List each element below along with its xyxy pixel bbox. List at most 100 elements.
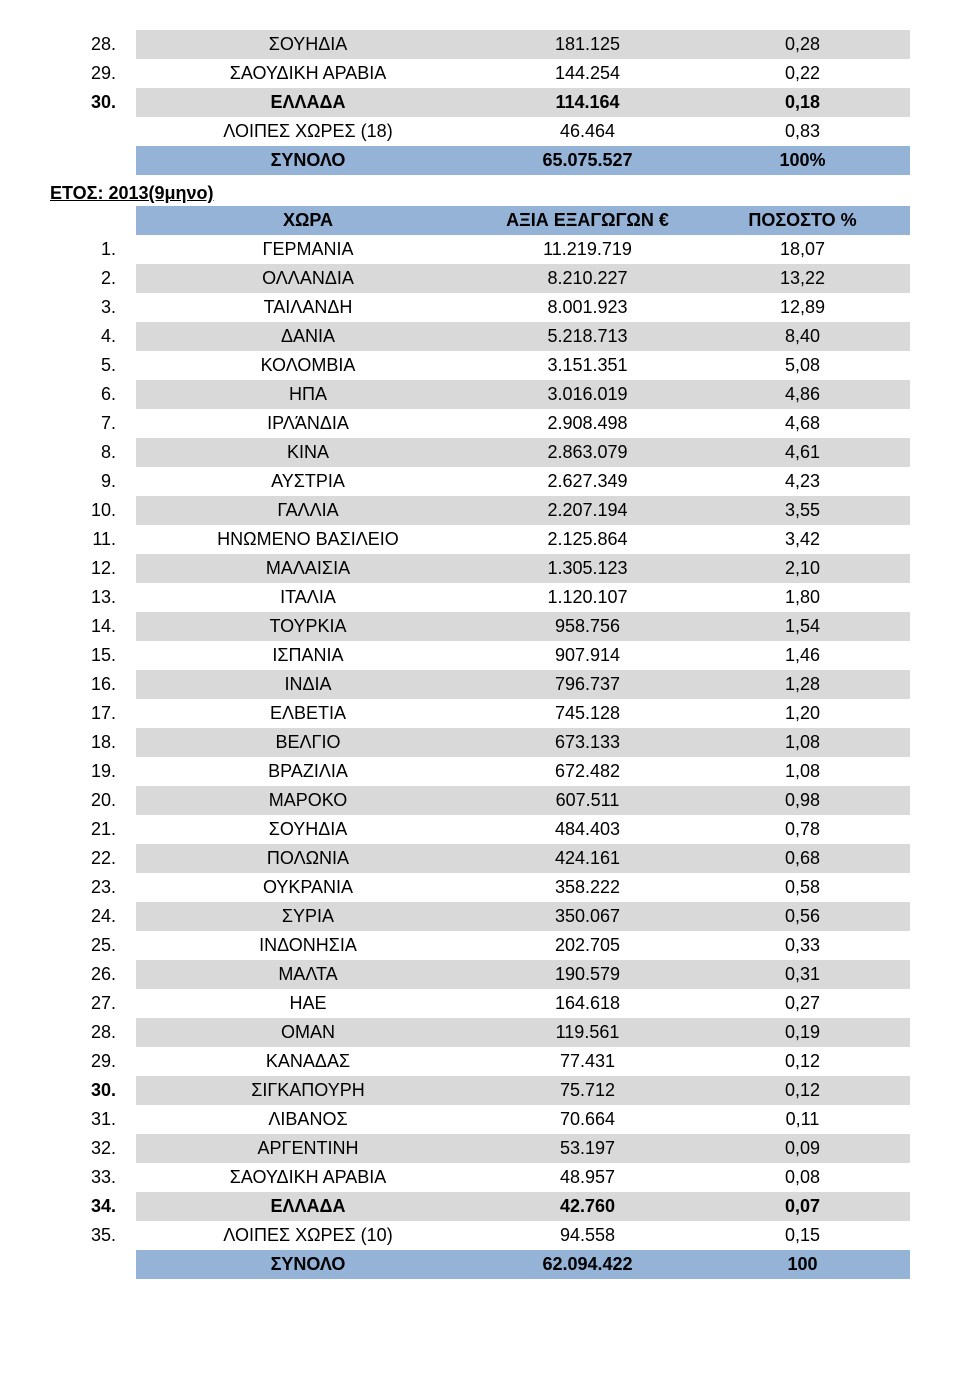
table-row: 9.ΑΥΣΤΡΙΑ2.627.3494,23 xyxy=(50,467,910,496)
table-row: 12.ΜΑΛΑΙΣΙΑ1.305.1232,10 xyxy=(50,554,910,583)
value-cell: 2.908.498 xyxy=(480,409,695,438)
rank-cell: 12. xyxy=(50,554,136,583)
value-cell: 3.016.019 xyxy=(480,380,695,409)
country-cell: ΚΙΝΑ xyxy=(136,438,480,467)
country-cell: ΣΥΝΟΛΟ xyxy=(136,146,480,175)
rank-cell: 33. xyxy=(50,1163,136,1192)
rank-cell xyxy=(50,146,136,175)
value-cell: 673.133 xyxy=(480,728,695,757)
table-row: 32.ΑΡΓΕΝΤΙΝΗ53.1970,09 xyxy=(50,1134,910,1163)
value-cell: 745.128 xyxy=(480,699,695,728)
country-cell: ΣΥΝΟΛΟ xyxy=(136,1250,480,1279)
value-cell: 907.914 xyxy=(480,641,695,670)
country-cell: ΟΛΛΑΝΔΙΑ xyxy=(136,264,480,293)
rank-cell: 22. xyxy=(50,844,136,873)
rank-cell: 19. xyxy=(50,757,136,786)
country-cell: ΙΣΠΑΝΙΑ xyxy=(136,641,480,670)
pct-cell: 0,07 xyxy=(695,1192,910,1221)
country-cell: ΙΝΔΙΑ xyxy=(136,670,480,699)
country-cell: ΜΑΛΑΙΣΙΑ xyxy=(136,554,480,583)
pct-cell: 0,98 xyxy=(695,786,910,815)
pct-cell: 18,07 xyxy=(695,235,910,264)
table-row: 28.ΣΟΥΗΔΙΑ181.1250,28 xyxy=(50,30,910,59)
country-cell: ΟΥΚΡΑΝΙΑ xyxy=(136,873,480,902)
rank-cell: 29. xyxy=(50,59,136,88)
country-cell: ΒΡΑΖΙΛΙΑ xyxy=(136,757,480,786)
country-cell: ΙΤΑΛΙΑ xyxy=(136,583,480,612)
rank-cell: 31. xyxy=(50,1105,136,1134)
table-row: 27.ΗΑΕ164.6180,27 xyxy=(50,989,910,1018)
value-cell: 77.431 xyxy=(480,1047,695,1076)
country-cell: ΗΝΩΜΕΝΟ ΒΑΣΙΛΕΙΟ xyxy=(136,525,480,554)
table-row: 23.ΟΥΚΡΑΝΙΑ358.2220,58 xyxy=(50,873,910,902)
table-row: 8.ΚΙΝΑ2.863.0794,61 xyxy=(50,438,910,467)
rank-cell: 4. xyxy=(50,322,136,351)
table-row: 5.ΚΟΛΟΜΒΙΑ3.151.3515,08 xyxy=(50,351,910,380)
value-cell: 607.511 xyxy=(480,786,695,815)
table-row: 17.ΕΛΒΕΤΙΑ745.1281,20 xyxy=(50,699,910,728)
country-cell: ΣΑΟΥΔΙΚΗ ΑΡΑΒΙΑ xyxy=(136,59,480,88)
rank-cell xyxy=(50,206,136,235)
table-row: 1.ΓΕΡΜΑΝΙΑ11.219.71918,07 xyxy=(50,235,910,264)
country-cell: ΙΝΔΟΝΗΣΙΑ xyxy=(136,931,480,960)
rank-cell: 26. xyxy=(50,960,136,989)
pct-cell: 0,78 xyxy=(695,815,910,844)
pct-cell: 4,68 xyxy=(695,409,910,438)
pct-cell: 0,22 xyxy=(695,59,910,88)
pct-cell: 0,83 xyxy=(695,117,910,146)
value-cell: 119.561 xyxy=(480,1018,695,1047)
table-row: 29.ΚΑΝΑΔΑΣ77.4310,12 xyxy=(50,1047,910,1076)
pct-cell: 3,55 xyxy=(695,496,910,525)
pct-cell: 0,12 xyxy=(695,1076,910,1105)
value-cell: 2.863.079 xyxy=(480,438,695,467)
rank-cell xyxy=(50,117,136,146)
value-cell: 62.094.422 xyxy=(480,1250,695,1279)
value-cell: 48.957 xyxy=(480,1163,695,1192)
pct-cell: 100% xyxy=(695,146,910,175)
value-cell: 190.579 xyxy=(480,960,695,989)
table-row: 13.ΙΤΑΛΙΑ1.120.1071,80 xyxy=(50,583,910,612)
value-cell: 94.558 xyxy=(480,1221,695,1250)
value-cell: 3.151.351 xyxy=(480,351,695,380)
rank-cell: 10. xyxy=(50,496,136,525)
country-cell: ΓΑΛΛΙΑ xyxy=(136,496,480,525)
table-row: 18.ΒΕΛΓΙΟ673.1331,08 xyxy=(50,728,910,757)
country-cell: ΗΠΑ xyxy=(136,380,480,409)
value-cell: 70.664 xyxy=(480,1105,695,1134)
rank-cell: 5. xyxy=(50,351,136,380)
country-cell: ΕΛΛΑΔΑ xyxy=(136,88,480,117)
table-row: 28.ΟΜΑΝ119.5610,19 xyxy=(50,1018,910,1047)
rank-cell: 8. xyxy=(50,438,136,467)
country-cell: ΑΡΓΕΝΤΙΝΗ xyxy=(136,1134,480,1163)
country-cell: ΟΜΑΝ xyxy=(136,1018,480,1047)
rank-cell: 15. xyxy=(50,641,136,670)
pct-cell: 4,23 xyxy=(695,467,910,496)
table-row: 15.ΙΣΠΑΝΙΑ907.9141,46 xyxy=(50,641,910,670)
table-row: ΣΥΝΟΛΟ65.075.527100% xyxy=(50,146,910,175)
pct-cell: 0,56 xyxy=(695,902,910,931)
pct-cell: 4,61 xyxy=(695,438,910,467)
country-cell: ΤΟΥΡΚΙΑ xyxy=(136,612,480,641)
pct-cell: 0,27 xyxy=(695,989,910,1018)
table-row: 4.ΔΑΝΙΑ5.218.7138,40 xyxy=(50,322,910,351)
rank-cell: 28. xyxy=(50,30,136,59)
rank-cell: 28. xyxy=(50,1018,136,1047)
country-cell: ΛΙΒΑΝΟΣ xyxy=(136,1105,480,1134)
pct-cell: 3,42 xyxy=(695,525,910,554)
table-row: 21.ΣΟΥΗΔΙΑ484.4030,78 xyxy=(50,815,910,844)
rank-cell: 20. xyxy=(50,786,136,815)
pct-cell: 12,89 xyxy=(695,293,910,322)
table-row: 22.ΠΟΛΩΝΙΑ424.1610,68 xyxy=(50,844,910,873)
rank-cell: 3. xyxy=(50,293,136,322)
country-cell: ΣΟΥΗΔΙΑ xyxy=(136,30,480,59)
pct-cell: 0,08 xyxy=(695,1163,910,1192)
table-row: ΛΟΙΠΕΣ ΧΩΡΕΣ (18)46.4640,83 xyxy=(50,117,910,146)
table-row: 35.ΛΟΙΠΕΣ ΧΩΡΕΣ (10)94.5580,15 xyxy=(50,1221,910,1250)
table-row: 33.ΣΑΟΥΔΙΚΗ ΑΡΑΒΙΑ48.9570,08 xyxy=(50,1163,910,1192)
rank-cell: 9. xyxy=(50,467,136,496)
table-row: 11.ΗΝΩΜΕΝΟ ΒΑΣΙΛΕΙΟ2.125.8643,42 xyxy=(50,525,910,554)
value-cell: 2.125.864 xyxy=(480,525,695,554)
pct-cell: 8,40 xyxy=(695,322,910,351)
pct-cell: 2,10 xyxy=(695,554,910,583)
country-cell: ΛΟΙΠΕΣ ΧΩΡΕΣ (10) xyxy=(136,1221,480,1250)
